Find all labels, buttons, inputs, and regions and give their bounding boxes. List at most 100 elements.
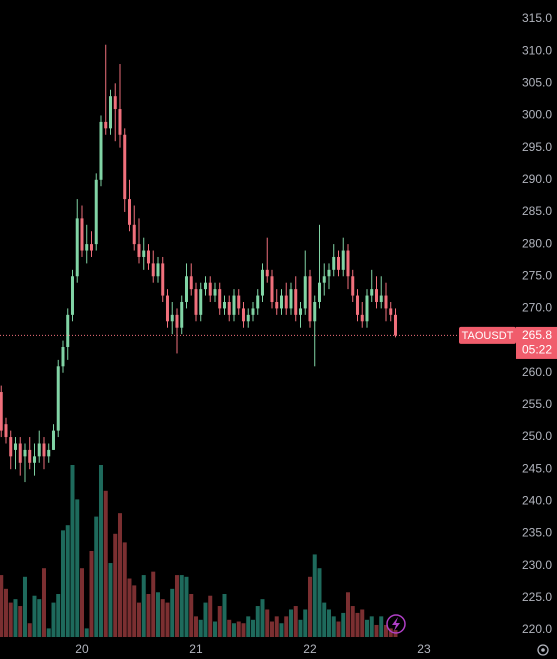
volume-bar xyxy=(151,571,156,637)
volume-bar xyxy=(8,602,13,637)
candle-body xyxy=(275,301,279,309)
volume-bar xyxy=(217,606,222,637)
candle-body xyxy=(351,276,355,296)
volume-bar xyxy=(303,609,308,637)
lightning-icon[interactable] xyxy=(392,617,400,631)
volume-bar xyxy=(255,606,260,637)
volume-bar xyxy=(231,623,236,637)
y-tick-label: 270.0 xyxy=(522,301,552,315)
candle-body xyxy=(175,314,179,328)
candle-body xyxy=(308,276,312,322)
settings-dot[interactable] xyxy=(541,648,545,652)
settings-icon[interactable] xyxy=(537,644,549,656)
candle-body xyxy=(137,244,141,257)
candle-body xyxy=(313,301,317,322)
volume-bar xyxy=(41,568,46,637)
candle-body xyxy=(180,301,184,328)
volume-bar xyxy=(322,602,327,637)
y-tick-label: 315.0 xyxy=(522,11,552,25)
volume-bar xyxy=(383,624,388,637)
candle-body xyxy=(294,289,298,315)
volume-bar xyxy=(79,568,84,637)
candle-body xyxy=(4,424,8,438)
volume-bar xyxy=(84,628,89,637)
x-tick-label: 20 xyxy=(75,642,89,656)
y-tick-label: 235.0 xyxy=(522,526,552,540)
volume-bar xyxy=(146,594,151,637)
candle-body xyxy=(32,456,36,463)
candle-body xyxy=(384,295,388,309)
y-tick-label: 255.0 xyxy=(522,397,552,411)
volume-bar xyxy=(108,563,113,637)
volume-bar xyxy=(260,599,265,637)
candle-body xyxy=(18,443,22,463)
y-tick-label: 250.0 xyxy=(522,429,552,443)
candle-body xyxy=(251,308,255,315)
volume-bar xyxy=(113,533,118,637)
volume-bar xyxy=(184,576,189,637)
candle-body xyxy=(9,437,13,457)
candle-body xyxy=(389,308,393,315)
volume-bar xyxy=(246,616,251,637)
volume-bar xyxy=(132,585,137,637)
volume-bar xyxy=(193,616,198,637)
candle-body xyxy=(237,295,241,309)
volume-bar xyxy=(60,530,65,637)
settings-button[interactable] xyxy=(537,644,549,656)
volume-bar xyxy=(288,609,293,637)
volume-bar xyxy=(369,616,374,637)
volume-bar xyxy=(37,599,42,637)
volume-bar xyxy=(284,616,289,637)
lightning-circle[interactable] xyxy=(386,614,406,634)
volume-bar xyxy=(103,490,108,637)
candle-body xyxy=(327,269,331,277)
candle-body xyxy=(13,443,17,450)
y-tick-label: 295.0 xyxy=(522,140,552,154)
candle-body xyxy=(265,269,269,277)
candle-body xyxy=(108,96,112,129)
y-tick-label: 260.0 xyxy=(522,365,552,379)
volume-bar xyxy=(32,595,37,637)
volume-bar xyxy=(141,575,146,637)
candle-body xyxy=(189,276,193,290)
volume-bar xyxy=(136,602,141,637)
symbol-tag-bg xyxy=(459,326,516,344)
symbol-tag: TAOUSDT xyxy=(462,330,514,342)
volume-bar xyxy=(341,612,346,637)
candle-body xyxy=(165,295,169,322)
volume-bar xyxy=(56,594,61,637)
candle-body xyxy=(246,314,250,322)
candle-body xyxy=(75,218,79,277)
candle-body xyxy=(213,289,217,296)
volume-bar xyxy=(18,606,23,637)
price-tag-bg xyxy=(516,326,557,359)
volume-bar xyxy=(345,592,350,637)
y-tick-label: 230.0 xyxy=(522,558,552,572)
y-tick-label: 225.0 xyxy=(522,590,552,604)
candle-body xyxy=(298,308,302,315)
volume-bar xyxy=(174,575,179,637)
candle-body xyxy=(118,109,122,135)
volume-bar xyxy=(27,623,32,637)
y-tick-label: 290.0 xyxy=(522,172,552,186)
candle-body xyxy=(113,96,117,110)
volume-bar xyxy=(75,499,80,637)
x-tick-label: 22 xyxy=(303,642,317,656)
lightning-button[interactable] xyxy=(386,614,406,634)
candle-body xyxy=(151,263,155,277)
volume-bar xyxy=(212,621,217,637)
candle-body xyxy=(170,314,174,322)
volume-bar xyxy=(117,513,122,637)
volume-bar xyxy=(360,609,365,637)
candle-body xyxy=(56,366,60,431)
candle-body xyxy=(355,295,359,315)
candle-body xyxy=(222,301,226,309)
volume-bar xyxy=(312,554,317,637)
y-tick-label: 240.0 xyxy=(522,494,552,508)
volume-bar xyxy=(127,578,132,637)
volume-bar xyxy=(350,606,355,637)
volume-bar xyxy=(293,606,298,637)
volume-bar xyxy=(170,588,175,637)
volume-bar xyxy=(51,602,56,637)
candle-body xyxy=(142,250,146,257)
